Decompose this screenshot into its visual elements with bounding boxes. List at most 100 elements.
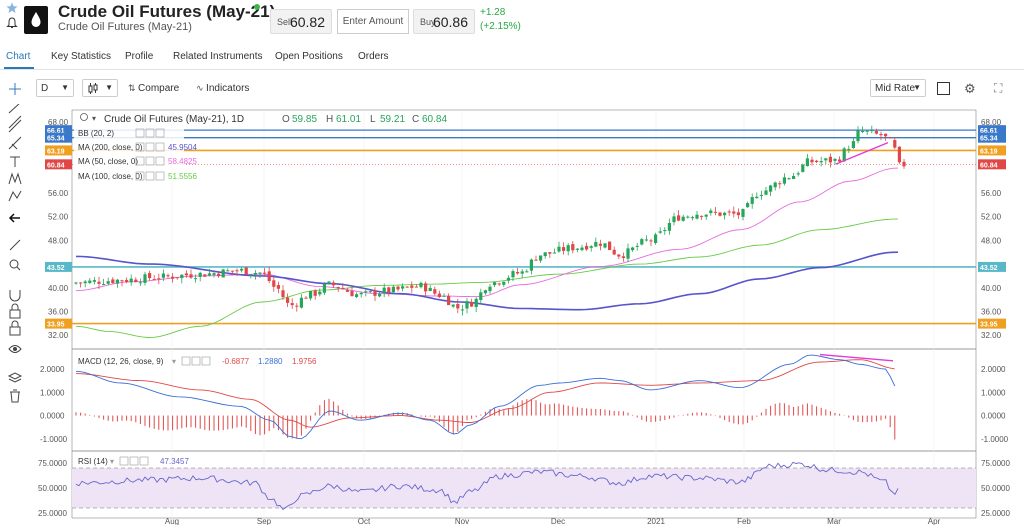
price-axis-label-left: 36.00 (48, 307, 69, 316)
eye-icon[interactable] (135, 128, 145, 138)
change-absolute: +1.28 (480, 7, 506, 18)
ruler-icon[interactable] (9, 239, 21, 251)
close-icon[interactable] (139, 456, 149, 466)
candle-body (755, 196, 759, 199)
eye-icon[interactable] (119, 456, 129, 466)
chart-frame (71, 109, 977, 519)
watchlist-star-icon[interactable] (6, 2, 18, 14)
candle-body (442, 295, 446, 297)
instrument-tabs: Chart Key Statistics Profile Related Ins… (0, 46, 1024, 70)
rate-select[interactable]: Mid Rate ▼ (870, 79, 926, 97)
fullscreen-icon[interactable]: ⛶ (994, 81, 1003, 95)
candle-body (129, 278, 133, 283)
back-arrow-icon[interactable] (8, 213, 20, 223)
rsi-legend[interactable]: RSI (14) ▾ 47.3457 (78, 456, 189, 466)
macd-signal-value: 1.2880 (258, 357, 283, 366)
gear-icon[interactable] (145, 128, 155, 138)
close-icon[interactable] (155, 128, 165, 138)
eye-icon[interactable] (135, 171, 145, 181)
crosshair-tool-icon[interactable] (8, 82, 22, 96)
close-icon[interactable] (155, 171, 165, 181)
sell-button[interactable]: Sell 60.82 (270, 9, 332, 34)
alert-bell-icon[interactable] (6, 17, 18, 29)
pattern-tool-icon[interactable] (8, 172, 22, 185)
amount-input[interactable]: Enter Amount (337, 9, 409, 34)
collapse-legend-icon[interactable] (80, 113, 88, 121)
legend-ma200[interactable]: MA (200, close, 0) 45.9504 (74, 142, 197, 153)
line-tool-icon[interactable] (8, 101, 22, 114)
candle-body (769, 185, 773, 192)
legend-ohlc-label: L (370, 114, 376, 125)
candle-body (598, 243, 602, 246)
eye-icon[interactable] (8, 345, 22, 353)
tab-orders[interactable]: Orders (358, 51, 389, 62)
buy-button[interactable]: Buy 60.86 (413, 9, 475, 34)
legend-chevron-icon: ▾ (92, 114, 96, 123)
candle-body (217, 273, 221, 277)
tab-key-statistics[interactable]: Key Statistics (51, 51, 112, 62)
trash-icon[interactable] (10, 389, 20, 403)
chart-type-select[interactable]: ▼ (82, 79, 118, 97)
lock-icon[interactable] (9, 303, 21, 319)
eye-icon[interactable] (181, 356, 191, 366)
gear-icon[interactable] (191, 356, 201, 366)
candle-body (888, 137, 892, 139)
candle-body (460, 309, 464, 311)
gear-icon[interactable] (145, 142, 155, 152)
eye-icon[interactable] (135, 142, 145, 152)
macd-axis-label-left: -1.0000 (40, 435, 68, 444)
lock-all-icon[interactable] (9, 320, 21, 336)
tab-chart[interactable]: Chart (6, 51, 31, 62)
indicators-button[interactable]: ∿ Indicators (196, 83, 249, 101)
text-tool-icon[interactable] (10, 156, 20, 167)
zoom-icon[interactable] (9, 259, 21, 271)
trend-tool-icon[interactable] (8, 115, 22, 133)
tab-profile[interactable]: Profile (125, 51, 154, 62)
candle-body (387, 287, 391, 293)
level-tag-right-text: 60.84 (980, 162, 998, 169)
candle-body (695, 214, 699, 219)
rsi-legend-label: RSI (14) (78, 457, 108, 466)
candle-body (718, 212, 722, 216)
candle-body (686, 216, 690, 218)
tab-open-positions[interactable]: Open Positions (275, 51, 343, 62)
gear-icon[interactable] (145, 156, 155, 166)
legend-ohlc-value: 59.85 (292, 114, 317, 125)
macd-histogram-value: 1.9756 (292, 357, 317, 366)
candle-body (180, 274, 184, 279)
close-icon[interactable] (155, 142, 165, 152)
close-icon[interactable] (155, 156, 165, 166)
candle-body (451, 304, 455, 307)
gear-icon[interactable]: ⚙ (964, 81, 976, 96)
trendline[interactable] (835, 142, 889, 165)
level-tag-left (45, 318, 72, 329)
legend-row-bg (74, 156, 184, 167)
candle-body (350, 291, 354, 297)
macd-legend[interactable]: MACD (12, 26, close, 9) ▾ -0.6877 1.2880 1.9… (78, 356, 317, 366)
tab-related-instruments[interactable]: Related Instruments (173, 51, 263, 62)
legend-value: 51.5556 (168, 172, 197, 181)
candle-body (511, 271, 515, 278)
legend-bb[interactable]: BB (20, 2) (74, 128, 184, 139)
compare-icon: ⇅ (128, 83, 139, 93)
magnet-icon[interactable] (9, 290, 21, 302)
compare-button[interactable]: ⇅ Compare (128, 83, 179, 101)
fib-tool-icon[interactable] (8, 136, 22, 150)
candle-body (562, 247, 566, 251)
eye-icon[interactable] (135, 156, 145, 166)
measure-tool-icon[interactable] (8, 190, 22, 202)
gear-icon[interactable] (145, 171, 155, 181)
candle-body (345, 290, 349, 292)
ma200-line (75, 251, 899, 311)
price-axis-label-left: 56.00 (48, 189, 69, 198)
gear-icon[interactable] (129, 456, 139, 466)
close-icon[interactable] (201, 356, 211, 366)
layers-icon[interactable] (7, 372, 23, 383)
macd-divergence-line[interactable] (819, 353, 894, 362)
candle-body (148, 273, 152, 279)
legend-ma100[interactable]: MA (100, close, 0) 51.5556 (74, 171, 197, 182)
legend-ma50[interactable]: MA (50, close, 0) 58.4825 (74, 156, 197, 167)
chart-style-checkbox[interactable] (937, 82, 950, 95)
chart-area[interactable]: Aug Sep Oct Nov Dec 2021 Feb Mar Apr 68.00 68.00 56… (30, 104, 1024, 525)
timeframe-select[interactable]: D ▼ (36, 79, 74, 97)
